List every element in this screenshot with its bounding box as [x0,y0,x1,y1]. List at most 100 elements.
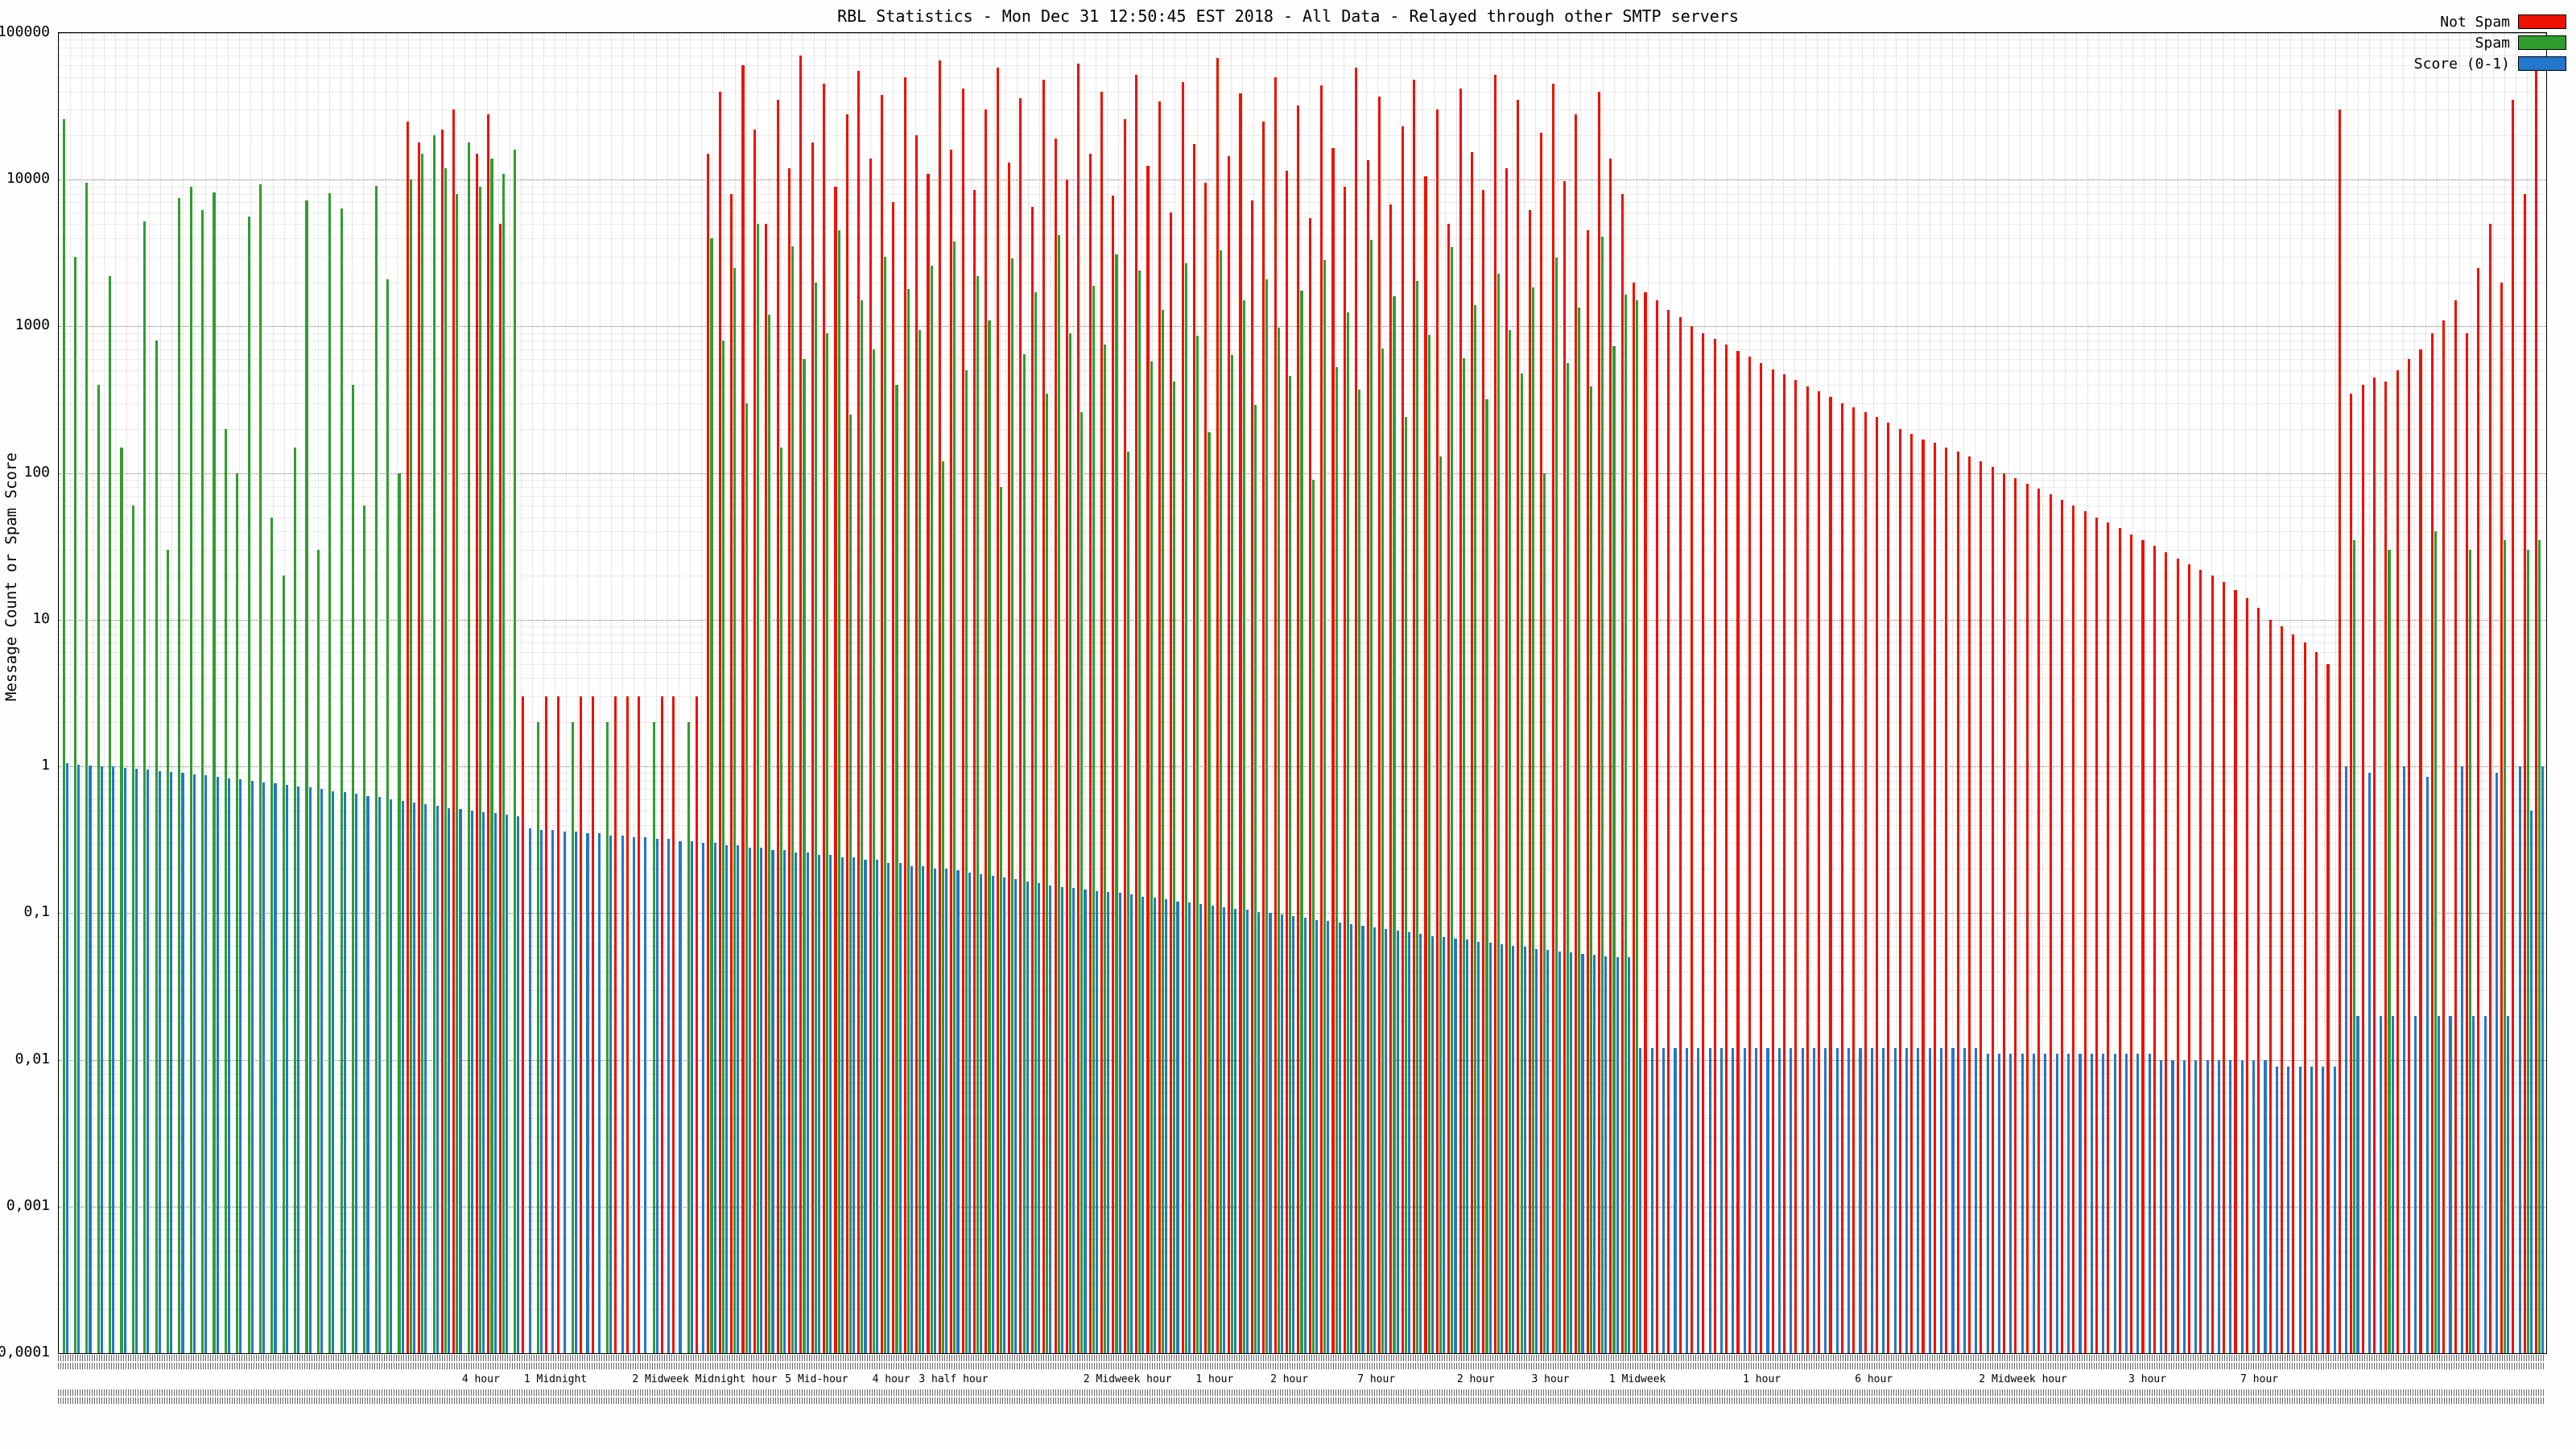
x-group-label: 4 hour [872,1373,910,1385]
bar-score [864,860,867,1353]
bar-spam [1115,254,1118,1353]
bar-spam [1208,431,1211,1353]
x-axis-dense-labels-row-3 [58,1389,2545,1396]
bar-spam [2504,539,2507,1353]
bar-not-spam [1898,428,1901,1353]
bar-spam [1554,257,1558,1353]
gridline-minor [59,186,2546,188]
bar-score [933,869,936,1353]
bar-score [644,836,647,1353]
bar-not-spam [1782,374,1786,1353]
bar-score [1211,906,1214,1353]
bar-spam [1161,309,1165,1353]
bar-not-spam [1112,195,1115,1353]
bar-score [945,869,948,1353]
gridline-minor [59,224,2546,225]
bar-spam [1566,363,1570,1353]
bar-not-spam [2072,506,2075,1353]
bar-score [1280,914,1283,1353]
bar-score [575,831,578,1353]
legend-swatch-spam [2518,35,2566,50]
bar-score [829,854,832,1353]
bar-spam [1381,348,1385,1353]
bar-not-spam [1482,190,1485,1353]
bar-score [1107,891,1110,1353]
bar-score [2298,1066,2301,1353]
y-tick-label: 10 [32,609,50,627]
bar-score [621,835,624,1353]
x-group-label: 2 Midweek hour [1979,1373,2067,1385]
gridline-minor [59,193,2546,195]
bar-score [1570,952,1573,1353]
bar-score [1234,908,1237,1353]
bar-score [2217,1059,2221,1353]
gridline-minor [59,256,2546,258]
bar-score [1084,889,1087,1353]
bar-not-spam [1088,154,1092,1353]
bar-score [2090,1054,2093,1353]
bar-spam [745,402,748,1353]
bar-score [123,767,126,1353]
legend-label-score: Score (0-1) [2413,55,2510,72]
x-axis-dense-labels-row-1 [58,1355,2545,1361]
bar-not-spam [1135,74,1138,1353]
bar-not-spam [1852,407,1856,1353]
bar-score [1187,902,1191,1353]
y-tick-label: 100 [23,463,50,481]
bar-score [2449,1015,2452,1353]
bar-spam [316,549,320,1353]
bar-not-spam [1413,80,1416,1353]
y-tick-label: 1 [41,757,50,774]
bar-not-spam [811,142,814,1353]
bar-not-spam [2130,535,2133,1353]
gridline-major [59,33,2546,34]
bar-spam [201,210,204,1353]
bar-score [2194,1059,2198,1353]
bar-score [1777,1048,1781,1353]
bar-not-spam [718,91,721,1353]
bar-score [690,840,693,1353]
bar-spam [803,358,806,1353]
bar-not-spam [452,109,456,1353]
chart-title: RBL Statistics - Mon Dec 31 12:50:45 EST… [837,6,1739,26]
bar-spam [791,246,795,1353]
bar-score [956,870,960,1353]
bar-score [1951,1048,1955,1353]
bar-not-spam [660,696,663,1353]
bar-score [968,872,971,1353]
bar-not-spam [1690,326,1694,1353]
bar-spam [1612,346,1616,1353]
bar-score [355,794,358,1353]
bar-not-spam [1517,100,1520,1353]
bar-spam [178,198,181,1353]
bar-not-spam [707,154,710,1353]
bar-spam [1173,382,1176,1353]
y-tick-label: 0,001 [6,1196,50,1214]
bar-score [1396,931,1399,1353]
bar-not-spam [1008,163,1011,1353]
bar-spam [1126,452,1129,1353]
bar-spam [213,192,216,1353]
bar-score [1443,936,1446,1353]
bar-spam [884,256,887,1353]
bar-score [192,774,196,1353]
bar-score [1928,1048,1931,1353]
bar-not-spam [927,173,930,1353]
bar-spam [988,320,991,1353]
bar-spam [85,183,89,1353]
bar-score [2171,1059,2174,1353]
bar-not-spam [1274,76,1277,1353]
bar-spam [374,185,378,1353]
bar-spam [1462,357,1465,1353]
bar-spam [1451,247,1454,1353]
bar-not-spam [1644,292,1647,1353]
bar-score [1385,929,1388,1353]
bar-not-spam [1575,114,1578,1353]
bar-score [2402,766,2406,1353]
bar-score [713,843,716,1353]
x-axis-dense-labels-row-2 [58,1363,2545,1369]
bar-score [1129,894,1133,1353]
bar-not-spam [892,202,895,1353]
bar-not-spam [2268,619,2272,1353]
bar-not-spam [2292,634,2295,1353]
